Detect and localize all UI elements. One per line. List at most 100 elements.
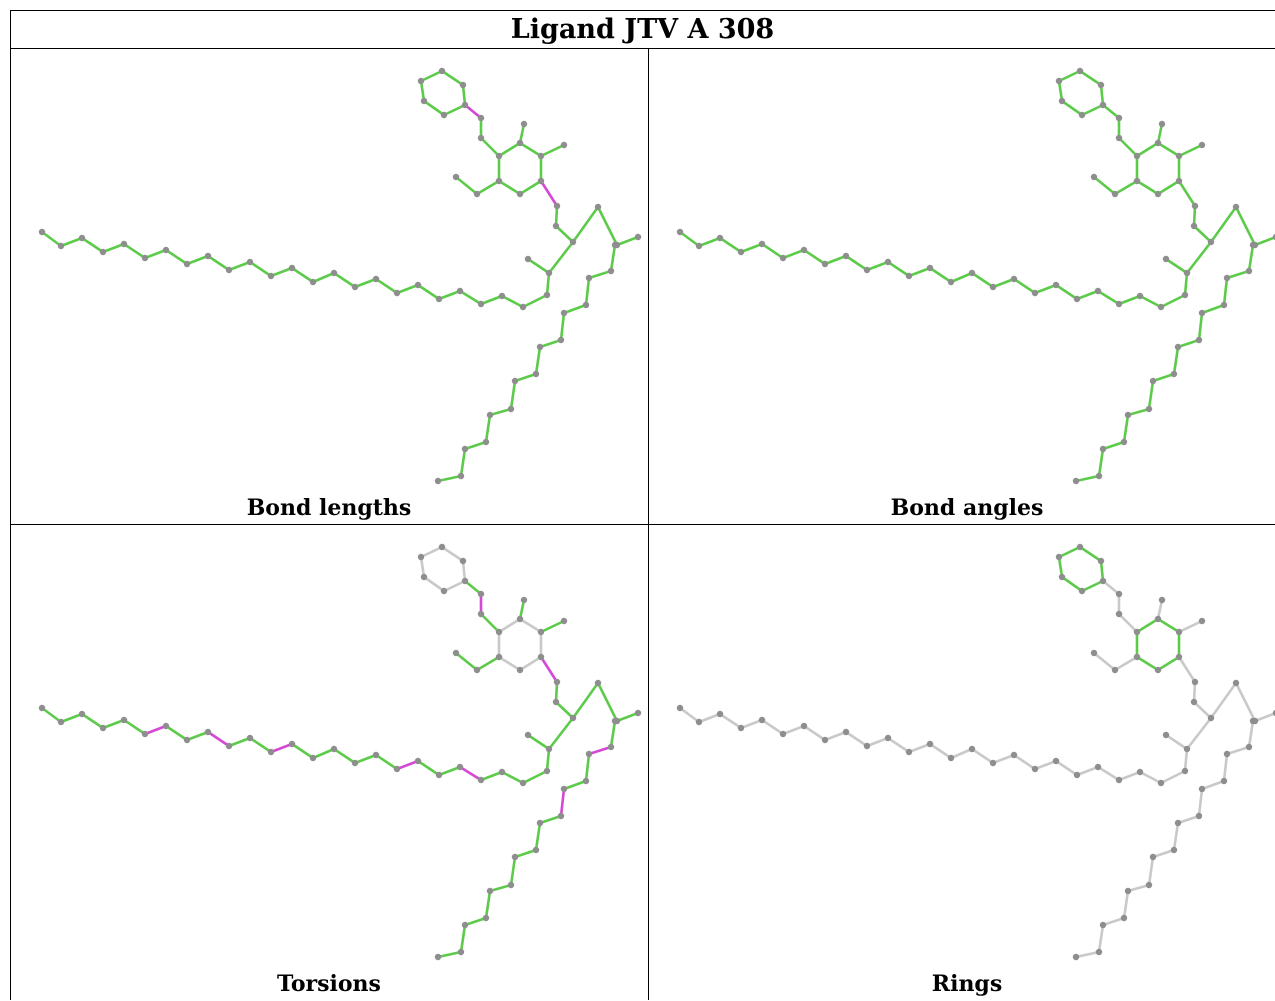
atom (545, 745, 553, 753)
atom (57, 242, 65, 250)
bond-phenyl (1060, 575, 1084, 593)
bond-s12 (554, 680, 559, 704)
bond-phenyl (440, 545, 465, 563)
atom (351, 759, 359, 767)
atom (456, 763, 464, 771)
bond-br4 (547, 716, 575, 751)
atom (1175, 152, 1183, 160)
atom (537, 653, 545, 661)
caption-bond-lengths: Bond lengths (246, 495, 412, 521)
bond-phenyl (1057, 555, 1064, 579)
atom (482, 438, 490, 446)
bond-aromatic (518, 655, 543, 672)
panel-bond-angles: Bond angles (649, 49, 1275, 525)
bond-ch1-23-24 (1138, 770, 1163, 785)
atom (634, 709, 642, 717)
atom (758, 240, 766, 248)
atom (511, 853, 519, 861)
bond-br5 (1164, 733, 1189, 751)
atom (246, 734, 254, 742)
atom (477, 134, 485, 142)
bond-ch1-16-17 (353, 277, 378, 289)
atom (611, 241, 619, 249)
bond-ch1-22-23 (1117, 294, 1142, 306)
atom (1076, 67, 1084, 75)
bond-aromatic (497, 179, 522, 196)
bond-phenyl (1057, 545, 1082, 559)
atom (1099, 101, 1107, 109)
atom (1031, 289, 1039, 297)
bond-ch1-5-6 (760, 242, 785, 260)
atom (1073, 771, 1081, 779)
atom (968, 269, 976, 277)
bond-ch3-6-7 (534, 345, 542, 376)
bond-ch3-10-11 (1122, 889, 1130, 920)
bond-ch1-12-13 (907, 266, 932, 278)
bond-br3 (1253, 235, 1275, 247)
atom (457, 948, 465, 956)
atom (553, 202, 561, 210)
atom (1190, 698, 1198, 706)
atom (1052, 757, 1060, 765)
atom (495, 653, 503, 661)
atom (309, 278, 317, 286)
caption-rings: Rings (931, 971, 1003, 997)
atom (594, 679, 602, 687)
atom (420, 97, 428, 105)
atom (607, 267, 615, 275)
bond-ch1-3-4 (80, 712, 105, 730)
bond-ch3-11-12 (463, 916, 488, 927)
atom (1090, 173, 1098, 181)
atom (676, 704, 684, 712)
bond-ch1-4-5 (101, 242, 126, 254)
atom (1078, 587, 1086, 595)
bond-s23 (554, 700, 575, 720)
bond-ch1-20-21 (1075, 289, 1100, 301)
bond-ch3-9-10 (1126, 407, 1151, 417)
bond-ch3-3-4 (1200, 303, 1226, 315)
atom (1220, 777, 1228, 785)
bond-ch1-1-2 (40, 230, 63, 248)
atom (473, 190, 481, 198)
bond-aromatic (497, 655, 522, 672)
bond-ch1-10-11 (865, 736, 890, 748)
table-frame: Ligand JTV A 308 Bond lengths Bond angle… (10, 10, 1275, 1000)
atom (1149, 853, 1157, 861)
bond-br5 (1164, 257, 1189, 275)
bond-ch3-10-11 (1122, 413, 1130, 444)
atom (99, 248, 107, 256)
bond-ch1-7-8 (802, 724, 827, 742)
bond-phenyl (419, 79, 426, 103)
atom (560, 617, 568, 625)
bond-phenyl (461, 83, 467, 107)
atom (267, 748, 275, 756)
atom (1072, 477, 1080, 485)
atom (800, 722, 808, 730)
bond-br5 (526, 257, 551, 275)
bond-ch3-4-5 (559, 311, 566, 342)
atom (1181, 291, 1189, 299)
bond-ch3-9-10 (488, 883, 513, 893)
border-center (648, 48, 649, 1000)
bond-phenyl (1060, 99, 1084, 117)
atom (1157, 779, 1165, 787)
bond-phenyl (419, 545, 444, 559)
bond-ch1-20-21 (437, 289, 462, 301)
bond-ch1-6-7 (143, 724, 168, 736)
atom (1195, 812, 1203, 820)
bond-aromatic (497, 141, 522, 158)
atom (520, 596, 528, 604)
bond-ch3-6-7 (1172, 345, 1180, 376)
bond-aromatic (518, 617, 543, 634)
atom (1133, 177, 1141, 185)
bond-ch1-19-20 (416, 759, 441, 777)
bond-ch1-22-23 (479, 294, 504, 306)
bond-phenyl (442, 103, 467, 117)
atom (435, 771, 443, 779)
atom (1198, 141, 1206, 149)
atom (1223, 274, 1231, 282)
atom (1090, 649, 1098, 657)
atom (461, 101, 469, 109)
bond-br1 (571, 681, 600, 720)
atom (452, 173, 460, 181)
